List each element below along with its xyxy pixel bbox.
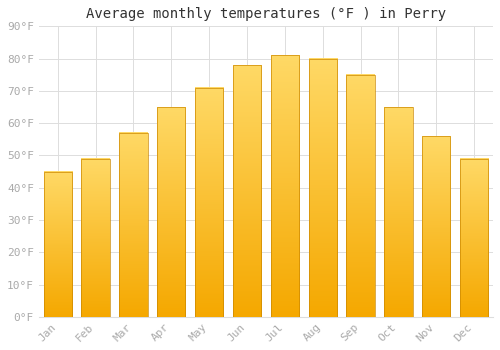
Bar bbox=[82, 159, 110, 317]
Title: Average monthly temperatures (°F ) in Perry: Average monthly temperatures (°F ) in Pe… bbox=[86, 7, 446, 21]
Bar bbox=[233, 65, 261, 317]
Bar bbox=[346, 75, 375, 317]
Bar bbox=[460, 159, 488, 317]
Bar bbox=[157, 107, 186, 317]
Bar bbox=[422, 136, 450, 317]
Bar bbox=[384, 107, 412, 317]
Bar bbox=[270, 55, 299, 317]
Bar bbox=[195, 88, 224, 317]
Bar bbox=[308, 58, 337, 317]
Bar bbox=[119, 133, 148, 317]
Bar bbox=[44, 172, 72, 317]
